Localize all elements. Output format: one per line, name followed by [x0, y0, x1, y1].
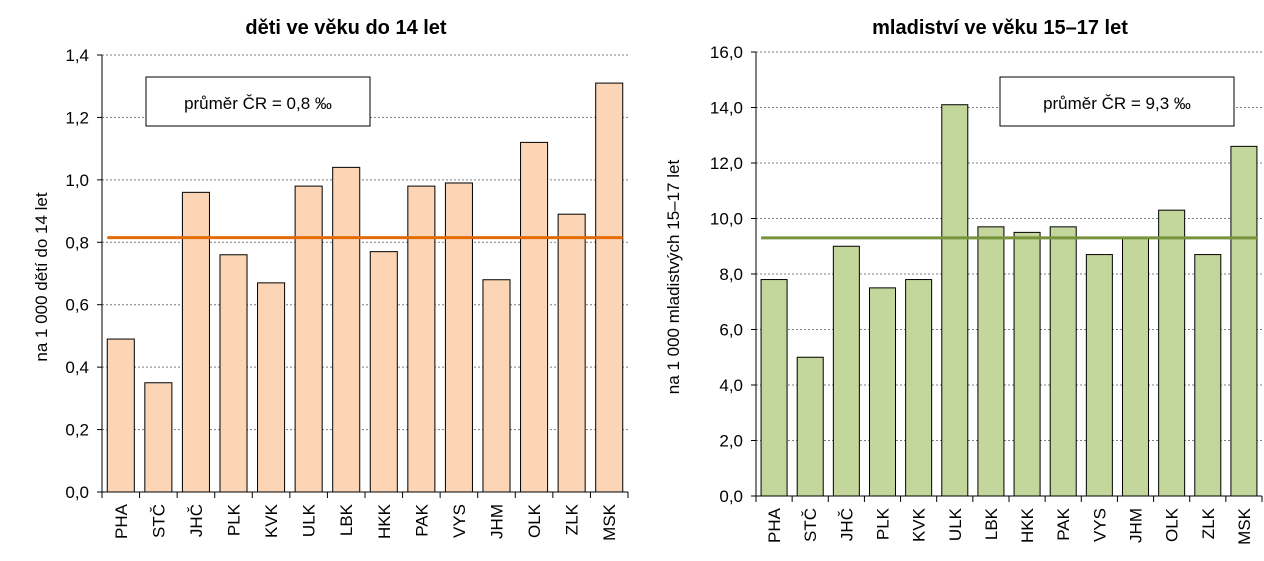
y-tick-labels: 0,0 2,0 4,0 6,0 8,0 10,0 12,0 14,0 16,0	[710, 43, 756, 506]
y-tick-label: 16,0	[710, 43, 743, 62]
x-tick-label: PLK	[225, 503, 244, 536]
x-tick-label: LBK	[337, 503, 356, 536]
x-tick-label: PAK	[412, 503, 431, 536]
bar-olk	[1158, 209, 1186, 497]
bar-hkk	[369, 251, 398, 493]
x-tick-label: STČ	[149, 504, 168, 538]
x-tick-label: ULK	[946, 507, 965, 541]
y-tick-label: 0,6	[65, 296, 89, 315]
bar-kvk	[257, 282, 286, 493]
bar-pha	[760, 279, 788, 497]
x-tick-label: VYS	[450, 504, 469, 538]
x-tick-label: PLK	[874, 507, 893, 540]
x-tick-label: ZLK	[563, 503, 582, 535]
x-tick-label: VYS	[1090, 508, 1109, 542]
average-annotation: průměr ČR = 9,3 ‰	[999, 76, 1235, 127]
bar-pak	[407, 185, 436, 493]
chart-children: děti ve věku do 14 let na 1 000 dětí do …	[32, 17, 629, 541]
bar-vys	[1085, 254, 1113, 497]
y-tick-label: 0,0	[65, 483, 89, 502]
x-tick-label: MSK	[1235, 507, 1254, 545]
x-tick-label: PHA	[765, 507, 784, 543]
bar-lbk	[977, 226, 1005, 497]
bar-pak	[1049, 226, 1077, 497]
chart-title: mladiství ve věku 15–17 let	[872, 17, 1128, 39]
x-tick-label: PAK	[1054, 507, 1073, 540]
bar-hkk	[1013, 231, 1041, 497]
bar-ulk	[941, 104, 969, 497]
y-tick-label: 14,0	[710, 99, 743, 118]
bar-msk	[1230, 145, 1258, 497]
x-tick-labels: PHA STČ JHČ PLK KVK ULK LBK HKK PAK VYS JHM OLK ZLK M…	[755, 496, 1263, 545]
y-tick-label: 12,0	[710, 154, 743, 173]
bar-kvk	[905, 279, 933, 497]
x-tick-label: PHA	[112, 503, 131, 539]
y-tick-label: 6,0	[719, 321, 743, 340]
y-axis-label: na 1 000 mladistvých 15–17 let	[664, 160, 683, 395]
annotation-box	[999, 76, 1235, 127]
y-tick-labels: 0,0 0,2 0,4 0,6 0,8 1,0 1,2 1,4	[65, 46, 102, 502]
x-tick-label: KVK	[910, 507, 929, 542]
x-tick-label: HKK	[1018, 507, 1037, 543]
bar-ulk	[294, 185, 323, 493]
x-tick-label: OLK	[1163, 507, 1182, 542]
bar-vys	[444, 182, 473, 493]
bar-olk	[520, 141, 549, 493]
y-tick-label: 4,0	[719, 376, 743, 395]
average-label: průměr ČR = 9,3 ‰	[1043, 94, 1191, 113]
x-tick-label: KVK	[262, 503, 281, 538]
bar-jhm	[1121, 237, 1150, 497]
x-tick-label: JHČ	[187, 504, 206, 537]
bar-lbk	[332, 166, 361, 493]
y-tick-label: 1,4	[65, 46, 89, 65]
y-tick-label: 1,2	[65, 108, 89, 127]
x-tick-label: ULK	[300, 503, 319, 537]
bar-zlk	[1194, 254, 1222, 497]
x-tick-label: MSK	[600, 503, 619, 541]
x-tick-label: HKK	[375, 503, 394, 539]
x-tick-label: STČ	[801, 508, 820, 542]
chart-title: děti ve věku do 14 let	[245, 17, 447, 39]
y-tick-label: 0,0	[719, 487, 743, 506]
bar-stč	[796, 356, 824, 497]
average-annotation: průměr ČR = 0,8 ‰	[145, 76, 371, 127]
y-tick-label: 10,0	[710, 210, 743, 229]
x-tick-labels: PHA STČ JHČ PLK KVK ULK LBK HKK PAK VYS JHM OLK ZLK M…	[101, 492, 629, 541]
x-tick-label: LBK	[982, 507, 1001, 540]
annotation-box	[145, 76, 371, 127]
average-label: průměr ČR = 0,8 ‰	[184, 94, 332, 113]
bar-stč	[144, 382, 173, 493]
y-tick-label: 0,8	[65, 233, 89, 252]
bar-jhč	[832, 245, 860, 497]
y-tick-label: 0,4	[65, 358, 89, 377]
bar-jhč	[181, 191, 210, 493]
bar-zlk	[557, 213, 586, 493]
x-tick-label: JHM	[488, 504, 507, 539]
y-tick-label: 0,2	[65, 421, 89, 440]
bar-plk	[219, 254, 248, 493]
x-tick-label: JHM	[1127, 508, 1146, 543]
bar-plk	[868, 287, 897, 497]
y-tick-label: 8,0	[719, 265, 743, 284]
chart-juveniles: mladiství ve věku 15–17 let na 1 000 mla…	[664, 17, 1263, 545]
bar-jhm	[482, 279, 511, 493]
bar-pha	[106, 338, 135, 493]
y-tick-label: 1,0	[65, 171, 89, 190]
y-tick-label: 2,0	[719, 432, 743, 451]
bars	[106, 82, 624, 493]
x-tick-label: ZLK	[1199, 507, 1218, 539]
bar-msk	[595, 82, 624, 493]
bars	[760, 104, 1258, 497]
y-axis-label: na 1 000 dětí do 14 let	[32, 192, 51, 361]
x-tick-label: OLK	[525, 503, 544, 538]
x-tick-label: JHČ	[837, 508, 856, 541]
